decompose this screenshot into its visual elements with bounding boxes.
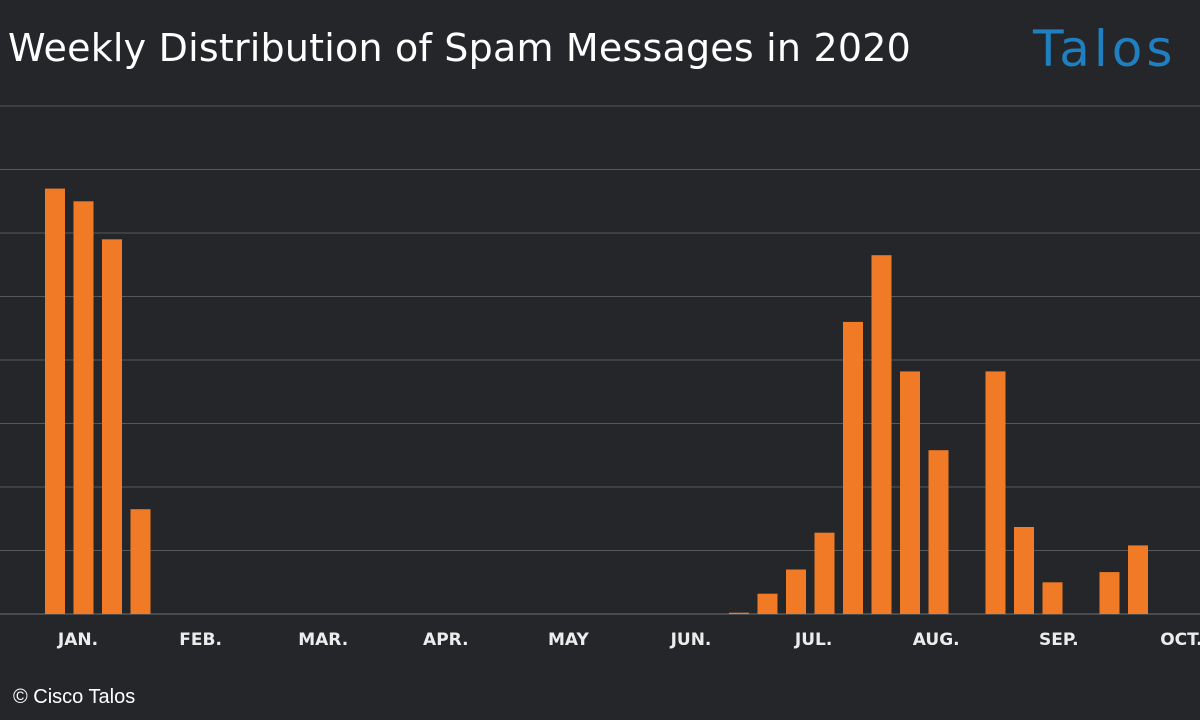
x-tick-label: JAN. (57, 630, 98, 650)
bar-week-30 (871, 255, 892, 614)
bar-week-31 (900, 371, 920, 614)
x-tick-label: JUL. (794, 630, 832, 650)
bar-week-34 (985, 371, 1006, 614)
x-tick-label: SEP. (1039, 630, 1079, 650)
x-tick-label: JUN. (670, 630, 712, 650)
bar-week-38 (1099, 572, 1120, 614)
x-axis-labels: JAN. FEB. MAR. APR. MAY JUN. JUL. AUG. SEP. OCT. (57, 630, 1200, 650)
talos-logo: Talos (1033, 20, 1177, 78)
bar-week-26 (757, 593, 778, 614)
bars (45, 188, 1148, 615)
bar-week-39 (1128, 545, 1148, 614)
bar-week-28 (814, 532, 835, 614)
bar-week-35 (1014, 527, 1034, 614)
x-tick-label: OCT. (1160, 630, 1200, 650)
bar-week-2 (73, 201, 94, 615)
bar-week-3 (102, 239, 122, 615)
bar-week-4 (130, 509, 151, 614)
x-tick-label: MAR. (298, 630, 348, 650)
bar-week-25 (729, 612, 749, 614)
x-tick-label: FEB. (179, 630, 222, 650)
x-tick-label: APR. (423, 630, 468, 650)
bar-week-32 (928, 450, 949, 614)
chart-title: Weekly Distribution of Spam Messages in … (8, 26, 911, 70)
x-tick-label: AUG. (913, 630, 960, 650)
bar-week-36 (1042, 582, 1063, 615)
x-tick-label: MAY (548, 630, 589, 650)
bar-week-1 (45, 188, 65, 614)
bar-chart: JAN. FEB. MAR. APR. MAY JUN. JUL. AUG. SEP. OCT. (0, 105, 1200, 650)
copyright-notice: © Cisco Talos (13, 686, 136, 708)
bar-week-27 (786, 569, 806, 614)
bar-week-29 (843, 321, 863, 614)
